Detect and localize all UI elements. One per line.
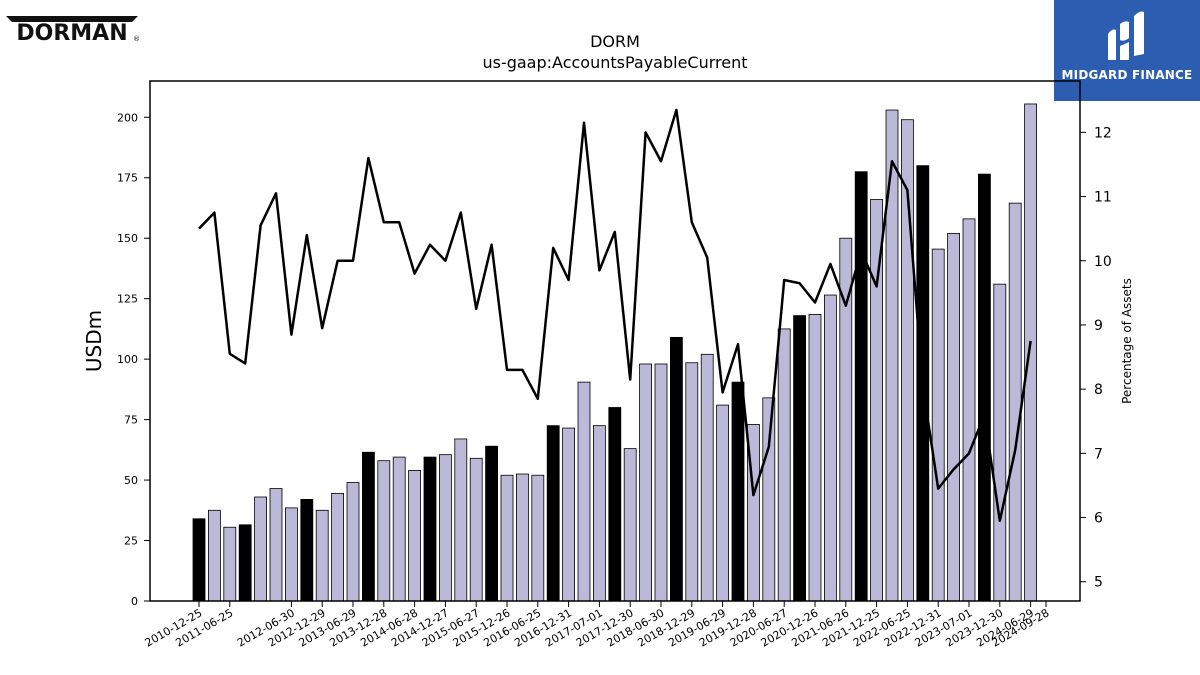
bar-2011-03-26 bbox=[207, 509, 221, 602]
bar-2015-09-26 bbox=[485, 445, 499, 602]
bar-2020-12-26 bbox=[808, 313, 822, 602]
bar-2010-12-25 bbox=[192, 518, 206, 602]
y-tick-label-150: 150 bbox=[117, 232, 138, 245]
bar-2019-06-29 bbox=[716, 404, 729, 602]
bar-2011-12-31 bbox=[254, 496, 268, 602]
bar-2023-07-01 bbox=[962, 218, 976, 602]
bar-2014-12-27 bbox=[438, 454, 452, 602]
bar-2016-09-24 bbox=[546, 425, 560, 602]
midgard-logo-text: MIDGARD FINANCE bbox=[1061, 68, 1193, 82]
bar-2012-09-29 bbox=[300, 499, 314, 602]
dorman-logo-text: DORMAN bbox=[16, 21, 127, 44]
y-tick-label-50: 50 bbox=[124, 474, 138, 487]
bar-2013-03-30 bbox=[331, 492, 345, 602]
series-line-percentage-of-assets bbox=[198, 108, 1032, 522]
bar-2014-09-27 bbox=[423, 456, 437, 602]
bar-2017-04-01 bbox=[577, 381, 591, 602]
bar-2018-06-30 bbox=[654, 363, 668, 602]
y-tick-label-125: 125 bbox=[117, 293, 138, 306]
bar-2015-12-26 bbox=[500, 474, 514, 602]
chart-title: DORM bbox=[590, 32, 640, 51]
midgard-finance-logo: MIDGARD FINANCE bbox=[1054, 0, 1200, 101]
bar-2012-06-30 bbox=[284, 507, 298, 602]
bar-2014-03-29 bbox=[392, 456, 406, 602]
registered-mark: ® bbox=[133, 35, 140, 43]
y-tick-label-75: 75 bbox=[124, 414, 138, 427]
y2-tick-label-6: 6 bbox=[1094, 511, 1103, 527]
bar-2023-09-30 bbox=[978, 173, 991, 602]
bar-2015-03-28 bbox=[454, 438, 468, 602]
bar-2017-07-01 bbox=[593, 425, 606, 602]
y2-tick-label-9: 9 bbox=[1094, 318, 1103, 334]
bar-2020-03-28 bbox=[762, 397, 776, 602]
y2-tick-label-7: 7 bbox=[1094, 446, 1103, 462]
y2-tick-label-8: 8 bbox=[1094, 382, 1103, 398]
bar-2021-09-25 bbox=[854, 171, 868, 602]
y2-tick-label-12: 12 bbox=[1094, 125, 1112, 141]
bar-2022-12-31 bbox=[931, 248, 945, 602]
bar-2016-06-25 bbox=[531, 474, 545, 602]
bar-2018-12-29 bbox=[685, 362, 699, 602]
bar-2021-03-27 bbox=[824, 294, 837, 602]
bar-2024-06-29 bbox=[1024, 103, 1037, 602]
bar-2019-09-28 bbox=[731, 381, 745, 602]
bar-2011-06-25 bbox=[223, 526, 237, 602]
bar-2023-04-01 bbox=[947, 232, 960, 602]
midgard-emblem-icon bbox=[1108, 11, 1144, 60]
y2-tick-label-5: 5 bbox=[1094, 575, 1103, 591]
bar-2018-09-29 bbox=[670, 336, 683, 602]
bar-2022-03-26 bbox=[885, 109, 899, 602]
bar-2013-09-28 bbox=[361, 451, 375, 602]
bar-2020-06-27 bbox=[777, 328, 791, 602]
y2-tick-label-11: 11 bbox=[1094, 190, 1112, 206]
bar-2016-12-31 bbox=[562, 427, 575, 602]
dorman-logo-stripe bbox=[6, 16, 138, 22]
bar-2011-09-24 bbox=[238, 524, 252, 602]
bar-2012-12-29 bbox=[315, 509, 329, 602]
bar-2014-06-28 bbox=[408, 469, 422, 602]
y-tick-label-200: 200 bbox=[117, 111, 138, 124]
bar-2015-06-27 bbox=[469, 457, 483, 602]
y2-tick-label-10: 10 bbox=[1094, 254, 1112, 270]
y-tick-label-175: 175 bbox=[117, 172, 138, 185]
bar-2013-12-28 bbox=[377, 460, 391, 602]
bar-2020-09-26 bbox=[793, 315, 806, 602]
chart-subtitle: us-gaap:AccountsPayableCurrent bbox=[482, 53, 748, 72]
bar-2024-03-30 bbox=[1008, 202, 1022, 602]
bar-2016-03-26 bbox=[516, 473, 529, 602]
bar-2019-03-30 bbox=[700, 353, 714, 602]
bar-2018-03-31 bbox=[639, 363, 652, 602]
dorman-logo: DORMAN ® bbox=[4, 14, 140, 46]
plot-frame bbox=[149, 80, 1081, 602]
bar-2013-06-29 bbox=[346, 482, 360, 602]
y-tick-label-25: 25 bbox=[124, 535, 138, 548]
y-tick-label-100: 100 bbox=[117, 353, 138, 366]
bar-2012-03-31 bbox=[269, 488, 283, 602]
bar-2017-09-30 bbox=[608, 407, 622, 602]
bar-2023-12-30 bbox=[993, 283, 1007, 602]
bar-2017-12-30 bbox=[623, 448, 637, 602]
y-tick-label-0: 0 bbox=[131, 595, 138, 608]
